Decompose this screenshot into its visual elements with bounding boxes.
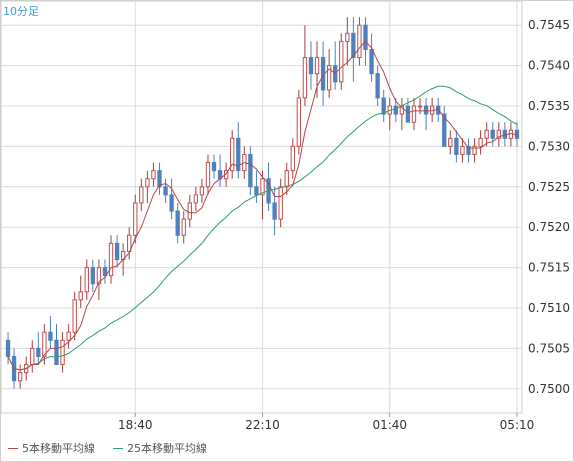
candle-body: [211, 162, 217, 172]
y-tick-label: 0.7515: [528, 261, 570, 275]
candle-body: [326, 65, 332, 91]
candle-body: [181, 218, 186, 236]
candle-body: [363, 24, 368, 50]
candle-body: [90, 267, 96, 285]
y-tick-label: 0.7505: [528, 341, 570, 355]
candle-body: [472, 145, 477, 155]
candle-body: [314, 57, 320, 75]
y-tick-label: 0.7535: [528, 99, 570, 113]
candle-body: [339, 40, 344, 83]
candle-body: [145, 178, 150, 188]
candle-body: [466, 145, 471, 155]
candle-body: [460, 145, 465, 155]
candle-body: [405, 105, 411, 123]
ma25-swatch: [113, 447, 123, 449]
y-tick-label: 0.7530: [528, 139, 570, 153]
candle-body: [375, 73, 380, 99]
candle-body: [187, 202, 192, 220]
candle-body: [230, 137, 235, 172]
x-tick-label: 18:40: [118, 418, 153, 432]
candle-body: [48, 331, 53, 341]
candle-body: [448, 137, 453, 147]
candle-body: [108, 242, 114, 277]
candle-body: [157, 170, 162, 188]
candle-body: [254, 186, 259, 196]
candle-body: [454, 137, 459, 155]
candle-body: [302, 57, 308, 99]
x-tick-label: 01:40: [372, 418, 407, 432]
timeframe-label: 10分足: [3, 5, 39, 18]
candle-body: [478, 137, 483, 147]
candle-body: [278, 186, 283, 220]
ma5-line: [7, 40, 518, 371]
y-tick-label: 0.7520: [528, 220, 570, 234]
candle-body: [96, 267, 102, 285]
candle-body: [151, 170, 156, 180]
candle-body: [175, 210, 180, 236]
candle-body: [345, 32, 350, 42]
legend-item-ma5: 5本移動平均線: [8, 440, 95, 456]
candle-body: [114, 242, 120, 261]
candle-body: [163, 186, 168, 196]
candle-body: [54, 339, 59, 366]
candle-body: [205, 162, 211, 188]
candle-body: [496, 129, 501, 139]
ma25-line: [7, 85, 518, 371]
candle-body: [236, 137, 241, 172]
candle-body: [442, 113, 447, 147]
candle-body: [42, 331, 47, 357]
x-tick-label: 22:10: [245, 418, 280, 432]
candle-body: [199, 186, 205, 196]
candle-body: [5, 339, 11, 357]
ma5-swatch: [8, 447, 18, 449]
legend-item-ma25: 25本移動平均線: [113, 440, 207, 456]
candle-body: [193, 194, 199, 204]
candle-body: [260, 178, 265, 196]
y-tick-label: 0.7540: [528, 59, 570, 73]
y-tick-label: 0.7525: [528, 180, 570, 194]
candle-body: [17, 372, 23, 382]
candle-body: [411, 105, 417, 123]
candle-body: [369, 48, 374, 75]
legend-label-ma25: 25本移動平均線: [127, 442, 207, 455]
candle-body: [417, 105, 423, 108]
legend-label-ma5: 5本移動平均線: [22, 442, 95, 455]
candle-body: [36, 347, 41, 357]
candle-body: [133, 202, 138, 236]
chart-legend: 5本移動平均線 25本移動平均線: [8, 440, 207, 456]
x-tick-label: 05:10: [500, 418, 535, 432]
candle-body: [290, 145, 295, 172]
candle-body: [60, 339, 65, 366]
candle-body: [296, 97, 302, 147]
candle-body: [351, 32, 356, 59]
candle-body: [423, 105, 429, 115]
candle-body: [484, 129, 489, 139]
candle-body: [102, 267, 108, 277]
candle-body: [381, 97, 386, 115]
candle-body: [357, 24, 362, 59]
candle-body: [429, 105, 435, 115]
candle-body: [308, 57, 314, 75]
candle-body: [84, 267, 89, 293]
candle-body: [139, 186, 144, 204]
candle-body: [490, 129, 495, 139]
y-tick-label: 0.7500: [528, 382, 570, 396]
candle-body: [284, 170, 289, 188]
y-tick-label: 0.7510: [528, 301, 570, 315]
candle-body: [272, 202, 277, 220]
y-tick-label: 0.7545: [528, 18, 570, 32]
candle-body: [30, 347, 35, 366]
plot-area: [0, 0, 523, 414]
candle-body: [169, 194, 174, 212]
candle-body: [72, 299, 77, 333]
candle-body: [248, 153, 253, 188]
candle-body: [78, 291, 83, 301]
candle-body: [393, 105, 398, 115]
candle-body: [127, 234, 132, 252]
candle-body: [66, 331, 71, 341]
